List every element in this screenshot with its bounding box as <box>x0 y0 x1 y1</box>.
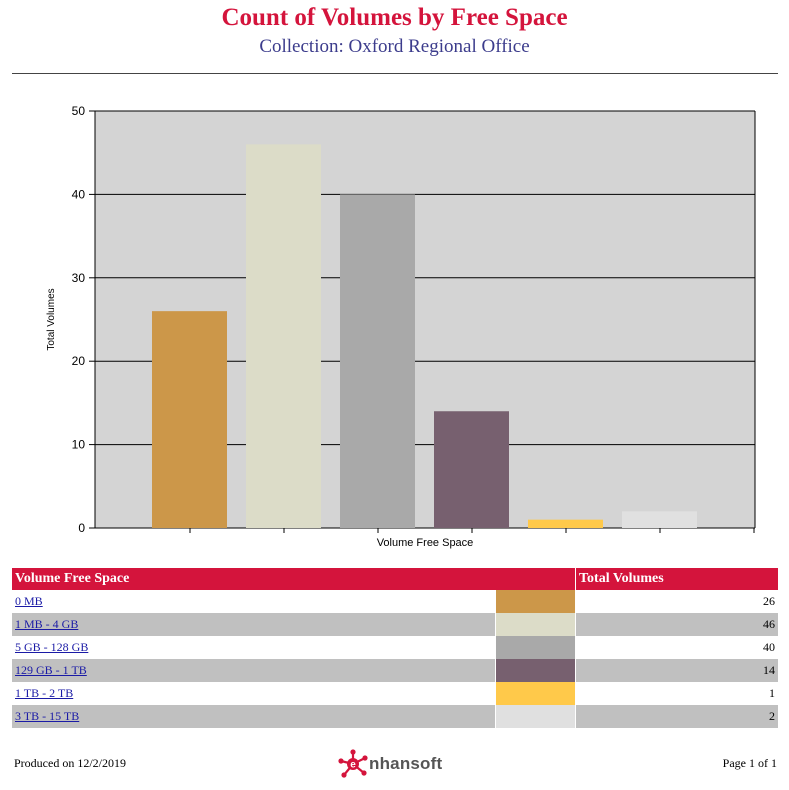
y-tick-label: 40 <box>72 187 86 201</box>
logo-icon: e <box>338 749 368 778</box>
table-row: 0 MB 26 <box>12 590 779 613</box>
bar-2 <box>246 144 321 529</box>
bar-chart: 0 10 20 30 40 50 Volume Free Space Total Volume… <box>46 104 756 549</box>
column-header-free-space: Volume Free Space <box>12 568 576 590</box>
color-swatch <box>496 705 575 728</box>
y-tick-label: 0 <box>78 521 85 535</box>
bar-1 <box>152 311 227 528</box>
bar-4 <box>434 411 509 528</box>
color-swatch <box>496 682 575 705</box>
color-swatch <box>496 613 575 636</box>
enhansoft-logo: e nhansoft <box>338 748 442 780</box>
report-subtitle: Collection: Oxford Regional Office <box>259 36 530 57</box>
table-row: 129 GB - 1 TB 14 <box>12 659 779 682</box>
category-link[interactable]: 3 TB - 15 TB <box>15 709 80 723</box>
category-cell: 3 TB - 15 TB <box>12 705 496 728</box>
produced-label: Produced on <box>14 756 75 770</box>
y-tick-label: 10 <box>72 438 86 452</box>
table-row: 5 GB - 128 GB 40 <box>12 636 779 659</box>
category-link[interactable]: 1 MB - 4 GB <box>15 617 79 631</box>
total-volumes-cell: 14 <box>575 659 779 682</box>
bar-6 <box>622 511 697 528</box>
total-volumes-cell: 2 <box>575 705 779 728</box>
table-row: 1 MB - 4 GB 46 <box>12 613 779 636</box>
category-link[interactable]: 5 GB - 128 GB <box>15 640 89 654</box>
category-cell: 5 GB - 128 GB <box>12 636 496 659</box>
color-swatch-cell <box>495 636 576 659</box>
x-axis-label: Volume Free Space <box>377 537 474 549</box>
y-tick-label: 20 <box>72 354 86 368</box>
total-volumes-cell: 40 <box>575 636 779 659</box>
report-title: Count of Volumes by Free Space <box>221 4 568 31</box>
total-volumes-cell: 26 <box>575 590 779 613</box>
category-link[interactable]: 129 GB - 1 TB <box>15 663 87 677</box>
produced-date: 12/2/2019 <box>77 756 126 770</box>
category-link[interactable]: 1 TB - 2 TB <box>15 686 74 700</box>
y-tick-label: 50 <box>72 104 86 118</box>
category-cell: 0 MB <box>12 590 496 613</box>
color-swatch-cell <box>495 682 576 705</box>
page-number: Page 1 of 1 <box>722 756 777 770</box>
table-row: 3 TB - 15 TB 2 <box>12 705 779 728</box>
total-volumes-cell: 46 <box>575 613 779 636</box>
table-header-row: Volume Free Space Total Volumes <box>12 568 779 590</box>
logo-text: nhansoft <box>369 754 443 773</box>
column-header-total-volumes: Total Volumes <box>575 568 779 590</box>
bar-3 <box>340 194 415 528</box>
category-cell: 129 GB - 1 TB <box>12 659 496 682</box>
table-row: 1 TB - 2 TB 1 <box>12 682 779 705</box>
category-cell: 1 MB - 4 GB <box>12 613 496 636</box>
category-cell: 1 TB - 2 TB <box>12 682 496 705</box>
category-link[interactable]: 0 MB <box>15 594 43 608</box>
color-swatch-cell <box>495 705 576 728</box>
color-swatch <box>496 636 575 659</box>
y-axis-label: Total Volumes <box>46 288 57 350</box>
total-volumes-cell: 1 <box>575 682 779 705</box>
svg-text:e: e <box>350 760 356 771</box>
color-swatch-cell <box>495 613 576 636</box>
color-swatch <box>496 590 575 613</box>
color-swatch <box>496 659 575 682</box>
data-table: Volume Free Space Total Volumes 0 MB 26 1 … <box>12 568 779 728</box>
bar-5 <box>528 519 603 528</box>
produced-on: Produced on 12/2/2019 <box>14 756 126 771</box>
color-swatch-cell <box>495 659 576 682</box>
y-tick-label: 30 <box>72 271 86 285</box>
color-swatch-cell <box>495 590 576 613</box>
header-divider <box>12 73 778 74</box>
